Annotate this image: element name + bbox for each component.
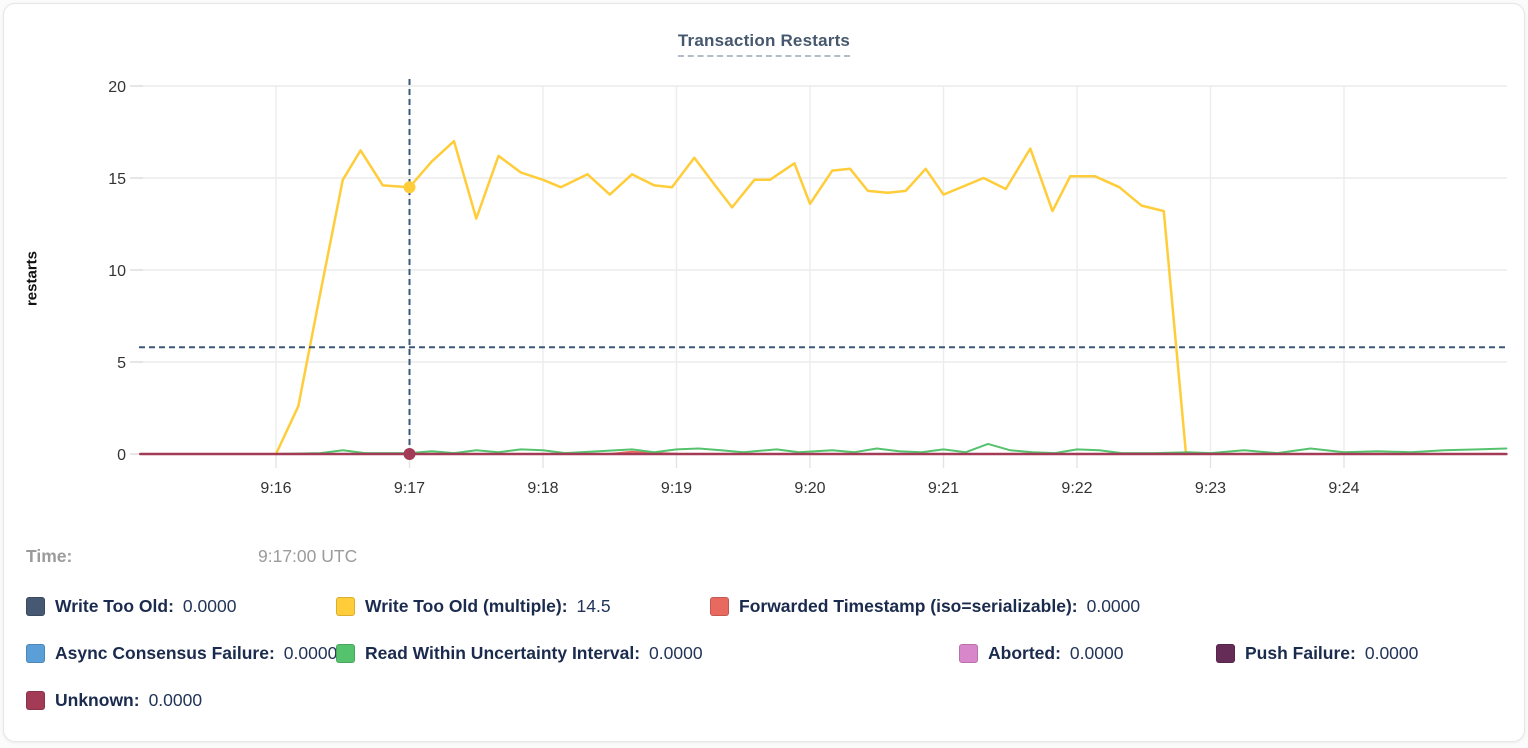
y-tick-label: 5 bbox=[117, 355, 126, 372]
y-tick-label: 20 bbox=[108, 79, 126, 96]
legend-value: 0.0000 bbox=[182, 595, 237, 616]
legend-swatch-unknown bbox=[26, 690, 45, 710]
legend-value: 14.5 bbox=[576, 595, 611, 616]
series-line-read-within-uncertainty-interval bbox=[139, 442, 1508, 455]
legend-value: 0.0000 bbox=[649, 642, 703, 663]
hover-dot-unknown bbox=[403, 448, 416, 460]
legend-swatch-forwarded-timestamp bbox=[710, 596, 729, 616]
legend-label: Push Failure: bbox=[1245, 642, 1356, 663]
restarts-chart-area[interactable]: 0 5 10 15 20 9:16 9:17 9:18 9:19 9:20 9:21 9:22 9:23… bbox=[4, 4, 1528, 748]
hover-time-readout: Time: 9:17:00 UTC bbox=[26, 542, 357, 570]
legend-value: 0.0000 bbox=[1364, 642, 1419, 663]
x-tick-label: 9:23 bbox=[1195, 480, 1226, 497]
legend-swatch-aborted bbox=[959, 643, 978, 663]
legend-swatch-write-too-old bbox=[26, 596, 45, 616]
x-tick-label: 9:21 bbox=[928, 480, 959, 497]
chart-card: Transaction Restarts restarts 0 5 10 15 20 9:… bbox=[3, 3, 1525, 742]
legend-item-write-too-old: Write Too Old: 0.0000 bbox=[26, 591, 236, 621]
legend-item-aborted: Aborted: 0.0000 bbox=[959, 638, 1123, 668]
x-tick-label: 9:22 bbox=[1061, 480, 1092, 497]
x-tick-label: 9:19 bbox=[661, 480, 692, 497]
x-tick-label: 9:18 bbox=[527, 480, 558, 497]
legend-label: Forwarded Timestamp (iso=serializable): bbox=[739, 595, 1078, 616]
legend-label: Async Consensus Failure: bbox=[55, 642, 275, 663]
legend-label: Write Too Old (multiple): bbox=[365, 595, 568, 616]
series-line-forwarded-timestamp-iso-serializable- bbox=[139, 450, 1508, 455]
time-label: Time: bbox=[26, 545, 73, 566]
legend-value: 0.0000 bbox=[1086, 595, 1141, 616]
y-tick-label: 0 bbox=[117, 447, 126, 464]
legend-value: 0.0000 bbox=[1069, 642, 1124, 663]
chart-title[interactable]: Transaction Restarts bbox=[677, 31, 851, 57]
legend-item-write-too-old-multiple: Write Too Old (multiple): 14.5 bbox=[336, 591, 611, 621]
x-tick-label: 9:16 bbox=[260, 480, 291, 497]
legend-label: Unknown: bbox=[55, 689, 140, 710]
x-tick-label: 9:24 bbox=[1328, 480, 1359, 497]
legend-label: Aborted: bbox=[988, 642, 1061, 663]
legend-swatch-write-too-old-multiple bbox=[336, 596, 355, 616]
y-axis-label: restarts bbox=[23, 250, 41, 307]
hover-dot-write-too-old-multiple- bbox=[403, 181, 416, 194]
legend-swatch-read-within-uncertainty bbox=[336, 643, 355, 663]
x-tick-label: 9:20 bbox=[794, 480, 825, 497]
y-tick-label: 15 bbox=[108, 171, 126, 188]
legend-item-unknown: Unknown: 0.0000 bbox=[26, 685, 202, 715]
time-value: 9:17:00 UTC bbox=[258, 545, 358, 566]
legend-label: Read Within Uncertainty Interval: bbox=[365, 642, 641, 663]
legend-value: 0.0000 bbox=[148, 689, 203, 710]
chart-title-wrap: Transaction Restarts bbox=[4, 31, 1524, 57]
legend-item-read-within-uncertainty: Read Within Uncertainty Interval: 0.0000 bbox=[336, 638, 703, 668]
legend-value: 0.0000 bbox=[283, 642, 338, 663]
legend-label: Write Too Old: bbox=[55, 595, 174, 616]
series-line-write-too-old-multiple- bbox=[274, 139, 1188, 456]
legend-item-push-failure: Push Failure: 0.0000 bbox=[1216, 638, 1418, 668]
y-tick-label: 10 bbox=[108, 263, 126, 280]
legend-swatch-async-consensus-failure bbox=[26, 643, 45, 663]
legend-swatch-push-failure bbox=[1216, 643, 1235, 663]
x-tick-label: 9:17 bbox=[394, 480, 425, 497]
legend-item-async-consensus-failure: Async Consensus Failure: 0.0000 bbox=[26, 638, 337, 668]
legend-item-forwarded-timestamp: Forwarded Timestamp (iso=serializable): … bbox=[710, 591, 1140, 621]
